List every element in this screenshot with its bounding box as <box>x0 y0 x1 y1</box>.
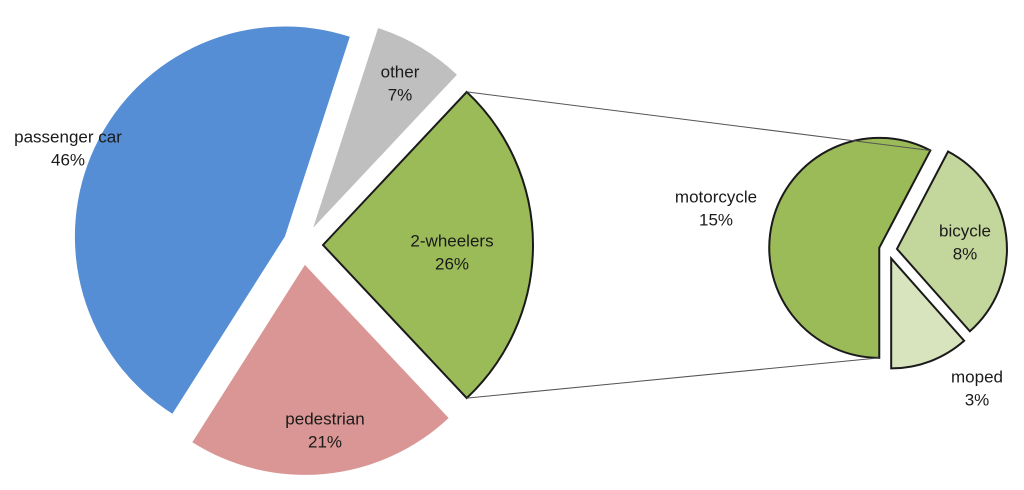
connector-line <box>466 91 931 151</box>
slice-value-label: 7% <box>388 85 413 104</box>
slice-value-label: 21% <box>308 432 342 451</box>
slice-value-label: 3% <box>965 390 990 409</box>
slice-label: passenger car <box>14 127 122 146</box>
slice-value-label: 26% <box>435 254 469 273</box>
pie-slice <box>192 264 449 475</box>
pie-slice <box>313 28 457 228</box>
slice-value-label: 46% <box>51 150 85 169</box>
slice-label: motorcycle <box>675 187 757 206</box>
pie-slice <box>895 150 1008 333</box>
slice-value-label: 15% <box>699 210 733 229</box>
slice-value-label: 8% <box>953 244 978 263</box>
connector-line <box>466 357 880 399</box>
slice-label: 2-wheelers <box>410 231 493 250</box>
slice-label: moped <box>951 367 1003 386</box>
pie-slice <box>890 255 966 370</box>
slice-label: pedestrian <box>285 409 364 428</box>
slice-label: other <box>381 62 420 81</box>
slice-label: bicycle <box>939 221 991 240</box>
pie-slice <box>768 136 932 359</box>
pie-slice <box>74 26 350 414</box>
pie-slice <box>321 90 534 400</box>
